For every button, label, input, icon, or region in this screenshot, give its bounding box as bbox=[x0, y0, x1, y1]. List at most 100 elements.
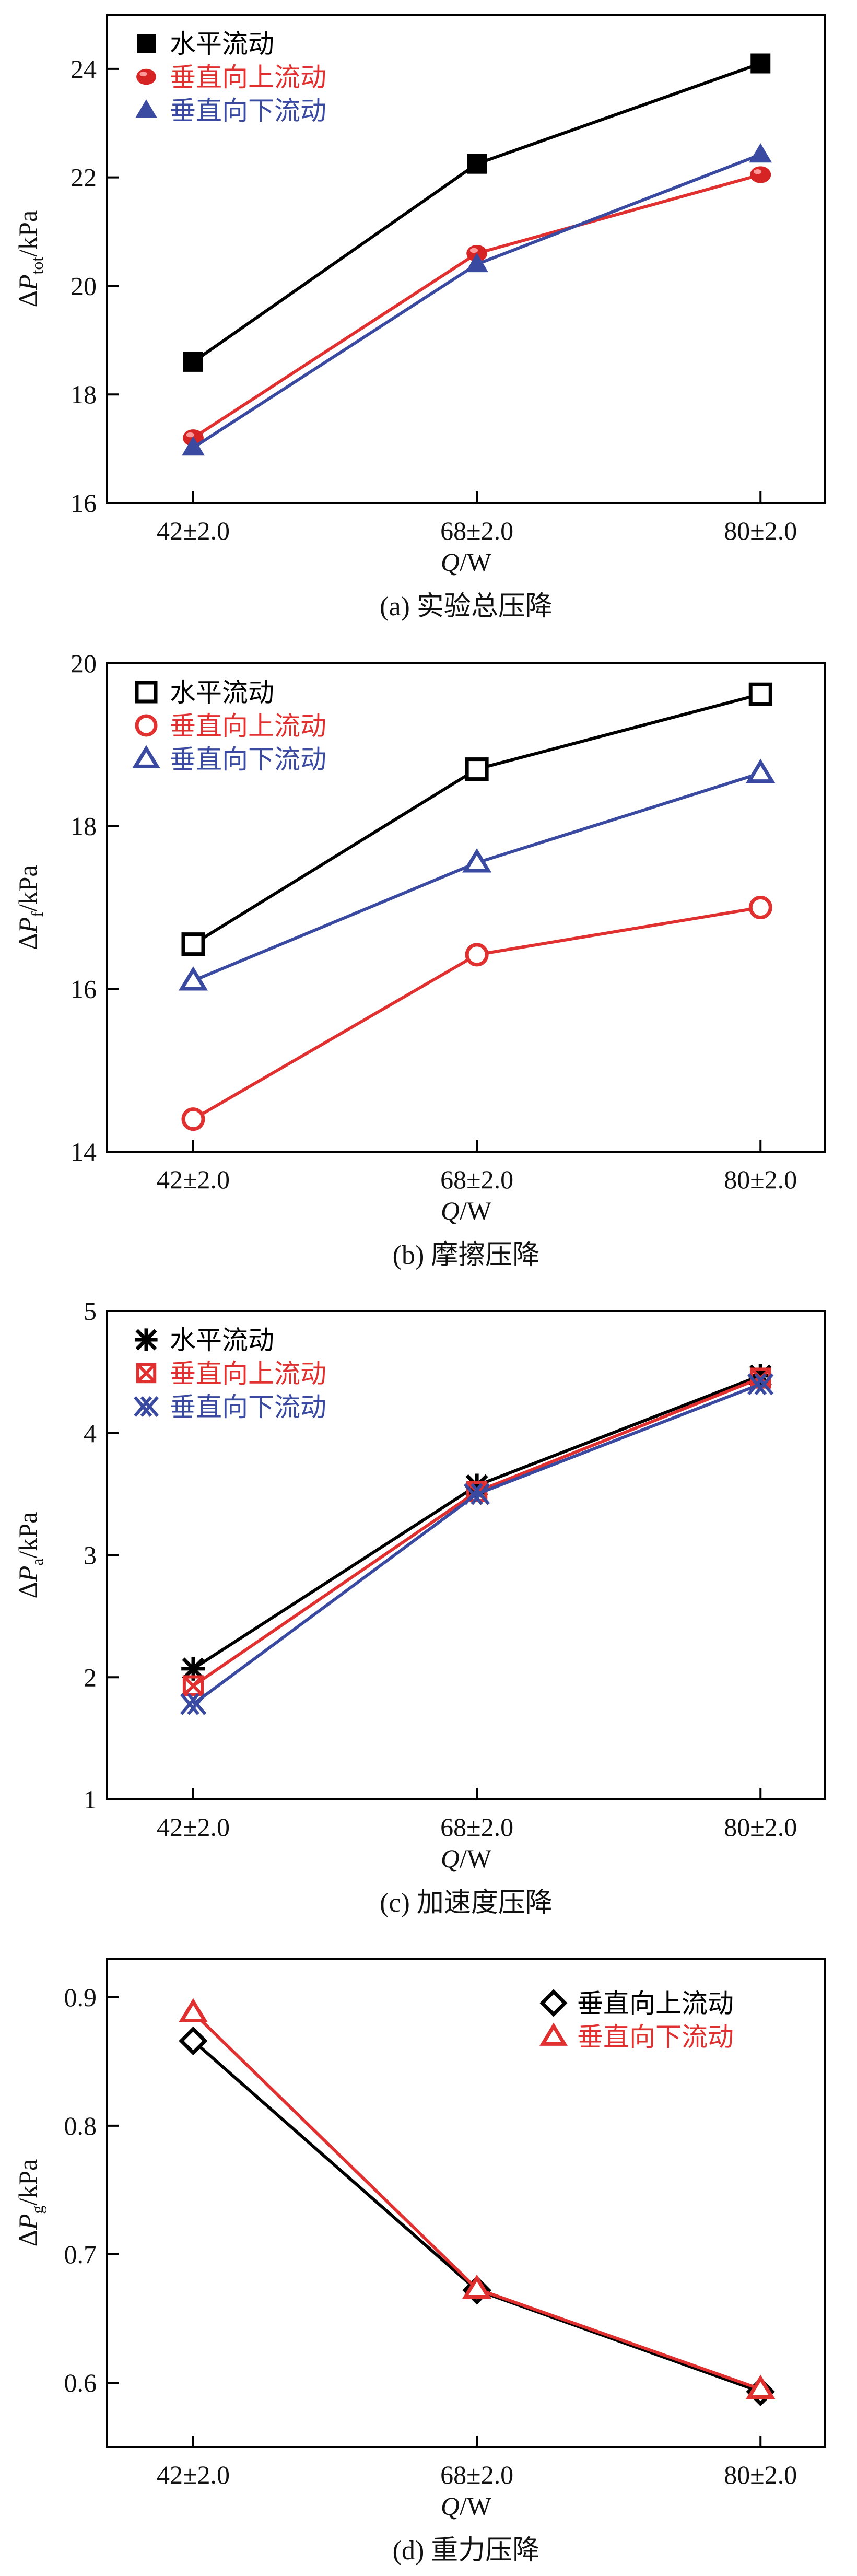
series-0 bbox=[183, 53, 771, 372]
legend-item: 垂直向上流动 bbox=[136, 1359, 326, 1389]
y-tick-label: 18 bbox=[71, 812, 97, 841]
y-axis-var: P bbox=[13, 917, 42, 934]
y-tick-label: 0.7 bbox=[64, 2240, 97, 2269]
x-tick-label: 68±2.0 bbox=[440, 516, 513, 545]
data-point bbox=[179, 2026, 208, 2056]
y-axis-unit: /kPa bbox=[13, 210, 42, 257]
x-axis-label: Q/W bbox=[441, 547, 492, 577]
double-x-stroke bbox=[140, 1396, 159, 1417]
x-axis-unit: /W bbox=[460, 547, 492, 577]
series-0 bbox=[181, 682, 772, 956]
legend-item: 水平流动 bbox=[135, 1325, 274, 1355]
chart-panel-c: 1 2 3 4 5 42±2.0 68±2.0 80±2.0 Q/W ΔPa/kPa (c) 加速度… bbox=[13, 1296, 826, 1918]
y-axis-unit: /kPa bbox=[13, 865, 42, 911]
y-axis-label: ΔPf/kPa bbox=[13, 865, 46, 950]
legend-item: 垂直向上流动 bbox=[539, 1988, 734, 2019]
y-tick-label: 20 bbox=[71, 649, 97, 678]
legend-item: 水平流动 bbox=[135, 677, 274, 708]
y-axis-unit: /kPa bbox=[13, 1512, 42, 1559]
boxed-x-box bbox=[182, 1675, 204, 1696]
legend-marker bbox=[135, 99, 157, 118]
data-point bbox=[462, 848, 492, 873]
y-axis-var: P bbox=[13, 2214, 42, 2231]
sphere-highlight bbox=[139, 72, 147, 77]
legend-label: 垂直向下流动 bbox=[577, 2022, 734, 2052]
double-x-stroke bbox=[471, 1483, 490, 1505]
x-axis-var: Q bbox=[441, 1844, 460, 1873]
chart-panel-a: 16 18 20 22 24 42±2.0 68±2.0 80±2.0 Q/W ΔPtot/kPa… bbox=[13, 14, 826, 622]
legend-item: 垂直向上流动 bbox=[136, 62, 326, 92]
y-axis-delta: Δ bbox=[13, 290, 42, 307]
legend-label: 水平流动 bbox=[170, 1325, 274, 1355]
data-point bbox=[462, 2274, 492, 2299]
data-point bbox=[750, 53, 771, 74]
y-tick-label: 24 bbox=[71, 54, 97, 84]
plot-frame bbox=[106, 1958, 826, 2448]
legend-label: 垂直向上流动 bbox=[170, 62, 326, 92]
y-axis-subscript: a bbox=[28, 1559, 46, 1566]
y-axis-label: ΔPa/kPa bbox=[13, 1512, 46, 1599]
legend-marker bbox=[132, 745, 160, 768]
x-tick-label: 68±2.0 bbox=[440, 2460, 513, 2489]
y-tick-label: 22 bbox=[71, 163, 97, 192]
y-tick-label: 16 bbox=[71, 974, 97, 1003]
data-point bbox=[746, 2374, 776, 2399]
data-point bbox=[465, 943, 489, 967]
legend-marker bbox=[134, 1396, 159, 1417]
y-tick-label: 0.8 bbox=[64, 2111, 97, 2140]
x-tick-label: 80±2.0 bbox=[724, 1812, 797, 1842]
y-axis-delta: Δ bbox=[13, 933, 42, 950]
legend-label: 水平流动 bbox=[170, 677, 274, 708]
y-tick-label: 20 bbox=[71, 271, 97, 300]
sphere-body bbox=[750, 166, 771, 183]
sphere-body bbox=[136, 68, 156, 85]
series-line bbox=[192, 173, 761, 439]
x-tick-label: 80±2.0 bbox=[724, 516, 797, 545]
figure-caption: (d) 重力压降 bbox=[393, 2536, 540, 2566]
legend-label: 垂直向下流动 bbox=[170, 744, 326, 775]
double-x-stroke bbox=[134, 1396, 152, 1417]
y-tick-label: 5 bbox=[84, 1296, 97, 1326]
data-point bbox=[182, 1675, 204, 1696]
y-tick-label: 0.9 bbox=[64, 1983, 97, 2012]
data-point bbox=[465, 253, 488, 273]
data-point bbox=[181, 1107, 205, 1131]
series-1 bbox=[178, 1998, 776, 2399]
x-axis-unit: /W bbox=[460, 1196, 492, 1225]
legend-marker bbox=[136, 1363, 157, 1384]
data-point bbox=[467, 154, 487, 174]
data-point bbox=[748, 896, 772, 919]
x-tick-label: 80±2.0 bbox=[724, 1165, 797, 1194]
legend-marker bbox=[136, 68, 156, 85]
series-line bbox=[192, 906, 761, 1121]
y-tick-label: 1 bbox=[84, 1785, 97, 1814]
x-axis-var: Q bbox=[441, 1196, 460, 1225]
y-axis-delta: Δ bbox=[13, 1582, 42, 1598]
boxed-x-stroke bbox=[136, 1363, 156, 1383]
legend-label: 垂直向上流动 bbox=[170, 1359, 326, 1389]
legend-item: 垂直向下流动 bbox=[539, 2022, 734, 2052]
x-tick-label: 42±2.0 bbox=[157, 516, 230, 545]
y-tick-label: 16 bbox=[71, 488, 97, 518]
x-tick-label: 42±2.0 bbox=[157, 1812, 230, 1842]
data-point bbox=[750, 166, 771, 183]
series-2 bbox=[178, 758, 776, 991]
legend-label: 垂直向下流动 bbox=[170, 1392, 326, 1422]
data-point bbox=[182, 436, 205, 456]
y-tick-label: 2 bbox=[84, 1662, 97, 1692]
series-2 bbox=[180, 1373, 774, 1715]
legend-item: 水平流动 bbox=[137, 29, 274, 59]
chart-panel-d: 0.6 0.7 0.8 0.9 42±2.0 68±2.0 80±2.0 Q/W ΔPg/kPa… bbox=[13, 1958, 826, 2566]
legend-label: 垂直向上流动 bbox=[170, 711, 326, 741]
sphere-highlight bbox=[469, 248, 478, 253]
legend-item: 垂直向上流动 bbox=[135, 711, 326, 741]
data-point bbox=[181, 932, 205, 956]
y-axis-unit: /kPa bbox=[13, 2159, 42, 2206]
x-axis-label: Q/W bbox=[441, 2491, 492, 2521]
sphere-highlight bbox=[186, 432, 194, 438]
